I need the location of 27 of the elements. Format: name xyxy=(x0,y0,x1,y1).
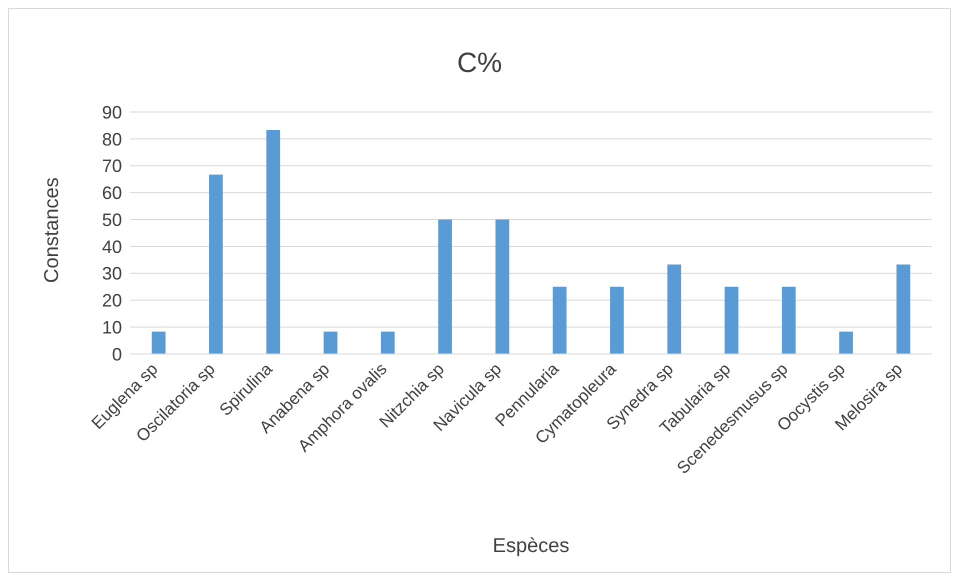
y-tick-label: 80 xyxy=(102,129,122,150)
y-tick-label: 90 xyxy=(102,102,122,122)
bar xyxy=(266,130,280,354)
bar xyxy=(782,286,796,354)
bar xyxy=(610,286,624,354)
x-axis-title: Espèces xyxy=(492,535,570,557)
y-tick-label: 10 xyxy=(102,318,122,338)
bar xyxy=(839,332,853,354)
y-tick-label: 0 xyxy=(112,344,122,364)
y-tick-label: 50 xyxy=(102,210,122,230)
chart-title: C% xyxy=(456,47,504,79)
bar xyxy=(152,332,166,354)
bar xyxy=(552,286,567,354)
y-tick-label: 70 xyxy=(102,156,122,176)
bar xyxy=(724,286,738,354)
bar xyxy=(495,220,510,354)
y-tick-label: 20 xyxy=(102,290,122,311)
y-tick-label: 30 xyxy=(102,264,122,284)
bar xyxy=(896,264,910,354)
bar xyxy=(438,220,452,354)
bar xyxy=(380,332,395,354)
bar xyxy=(324,332,338,354)
bar xyxy=(667,264,682,354)
y-axis-title: Constances xyxy=(41,177,64,283)
y-tick-label: 60 xyxy=(102,183,122,204)
y-tick-label: 40 xyxy=(102,236,122,257)
bar xyxy=(209,174,223,354)
